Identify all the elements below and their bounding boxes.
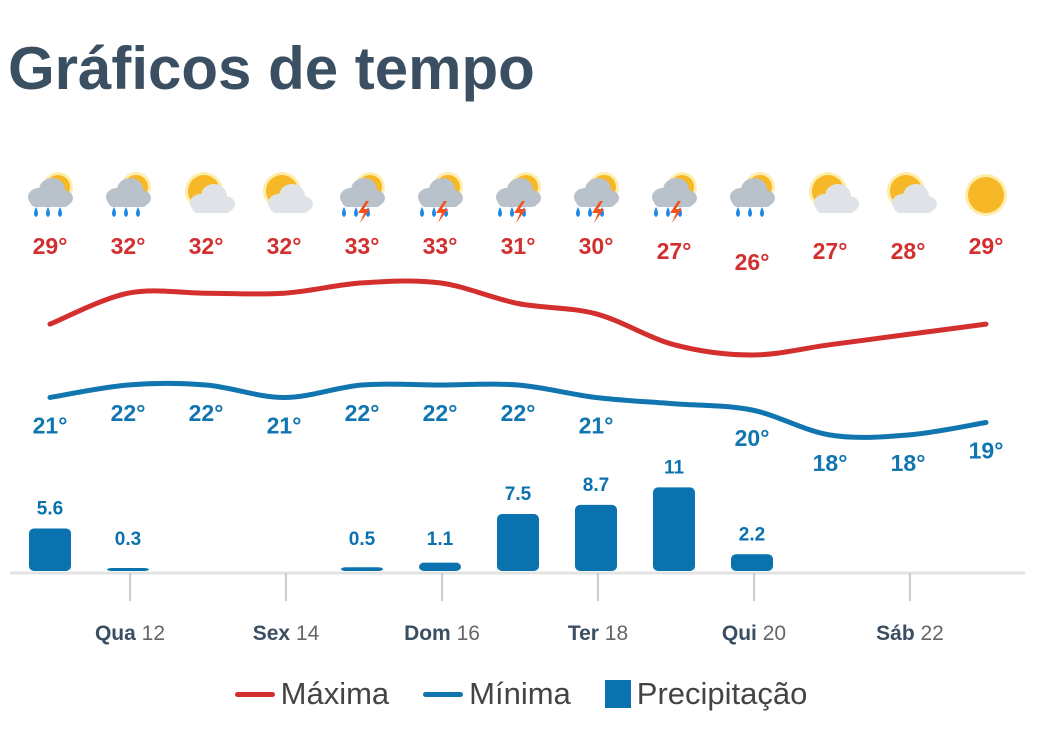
min-temp-label: 22°	[501, 400, 536, 426]
thunderstorm-icon	[574, 172, 619, 223]
partly-cloudy-icon	[887, 172, 937, 213]
max-temp-label: 29°	[969, 233, 1004, 259]
max-temp-label: 33°	[423, 233, 458, 259]
max-temp-label: 32°	[111, 233, 146, 259]
temperature-lines	[47, 278, 989, 440]
legend: Máxima Mínima Precipitação	[0, 676, 1042, 712]
thunderstorm-icon	[652, 172, 697, 223]
max-temp-line	[47, 278, 989, 358]
legend-swatch-min	[423, 691, 464, 697]
precip-label: 5.6	[37, 498, 63, 519]
precip-label: 8.7	[583, 475, 609, 496]
rain-icon	[730, 172, 775, 217]
precipitation-bars: 5.6 0.3 0.5 1.1 7.5 8.7 11 2.2	[29, 457, 773, 571]
min-temp-label: 21°	[33, 413, 68, 439]
x-tick-label: Sex 14	[253, 622, 320, 645]
thunderstorm-icon	[340, 172, 385, 223]
weather-chart: 29° 32° 32° 32° 33° 33° 31° 30° 27° 26° 27° 28° 29° …	[10, 172, 1025, 645]
precip-bar	[29, 528, 71, 571]
min-temp-label: 20°	[735, 425, 770, 451]
precip-label: 2.2	[739, 524, 765, 545]
max-temp-labels: 29° 32° 32° 32° 33° 33° 31° 30° 27° 26° 27° 28° 29°	[33, 233, 1004, 275]
precip-bar	[653, 487, 695, 571]
min-temp-label: 21°	[579, 413, 614, 439]
x-tick-label: Dom 16	[404, 622, 480, 645]
rain-icon	[106, 172, 151, 217]
max-temp-label: 33°	[345, 233, 380, 259]
min-temp-label: 18°	[891, 450, 926, 476]
max-temp-label: 30°	[579, 233, 614, 259]
min-temp-label: 22°	[111, 400, 146, 426]
thunderstorm-icon	[418, 172, 463, 223]
min-temp-label: 19°	[969, 438, 1004, 464]
precip-bar	[419, 562, 461, 571]
max-temp-label: 28°	[891, 238, 926, 264]
precip-bar	[341, 567, 383, 571]
max-temp-label: 32°	[267, 233, 302, 259]
legend-swatch-max	[234, 691, 275, 697]
max-temp-label: 32°	[189, 233, 224, 259]
weather-icons	[28, 172, 1007, 223]
partly-cloudy-icon	[185, 172, 235, 213]
precip-bar	[731, 554, 773, 571]
legend-label-precip: Precipitação	[636, 676, 808, 711]
precip-label: 11	[664, 457, 685, 478]
legend-item-max[interactable]: Máxima	[234, 676, 390, 712]
precip-bar	[575, 504, 617, 571]
min-temp-line	[47, 380, 989, 440]
min-temp-label: 22°	[345, 400, 380, 426]
partly-cloudy-icon	[263, 172, 313, 213]
min-temp-label: 22°	[423, 400, 458, 426]
legend-label-max: Máxima	[280, 676, 390, 711]
legend-label-min: Mínima	[469, 676, 571, 711]
legend-swatch-precip	[604, 680, 631, 708]
max-temp-label: 26°	[735, 249, 770, 275]
legend-item-precip[interactable]: Precipitação	[604, 676, 808, 712]
max-temp-label: 31°	[501, 233, 536, 259]
min-temp-label: 21°	[267, 413, 302, 439]
x-tick-label: Qua 12	[95, 622, 165, 645]
precip-label: 7.5	[505, 484, 532, 505]
rain-icon	[28, 172, 73, 217]
precip-label: 0.5	[349, 529, 376, 550]
thunderstorm-icon	[496, 172, 541, 223]
page-title: Gráficos de tempo	[8, 35, 535, 102]
max-temp-label: 29°	[33, 233, 68, 259]
x-tick-label: Ter 18	[568, 622, 628, 645]
precip-label: 0.3	[115, 529, 141, 550]
max-temp-label: 27°	[657, 238, 692, 264]
x-axis: Qua 12 Sex 14 Dom 16 Ter 18 Qui 20 Sáb 22	[10, 571, 1025, 645]
x-tick-label: Sáb 22	[876, 622, 944, 645]
min-temp-label: 18°	[813, 450, 848, 476]
min-temp-label: 22°	[189, 400, 224, 426]
max-temp-label: 27°	[813, 238, 848, 264]
precip-bar	[497, 514, 539, 571]
min-temp-labels: 21° 22° 22° 21° 22° 22° 22° 21° 20° 18° 18° 19°	[33, 400, 1004, 476]
x-tick-label: Qui 20	[722, 622, 786, 645]
precip-label: 1.1	[427, 529, 454, 550]
sun-icon	[965, 174, 1007, 216]
partly-cloudy-icon	[809, 172, 859, 213]
legend-item-min[interactable]: Mínima	[423, 676, 571, 712]
precip-bar	[107, 568, 149, 571]
